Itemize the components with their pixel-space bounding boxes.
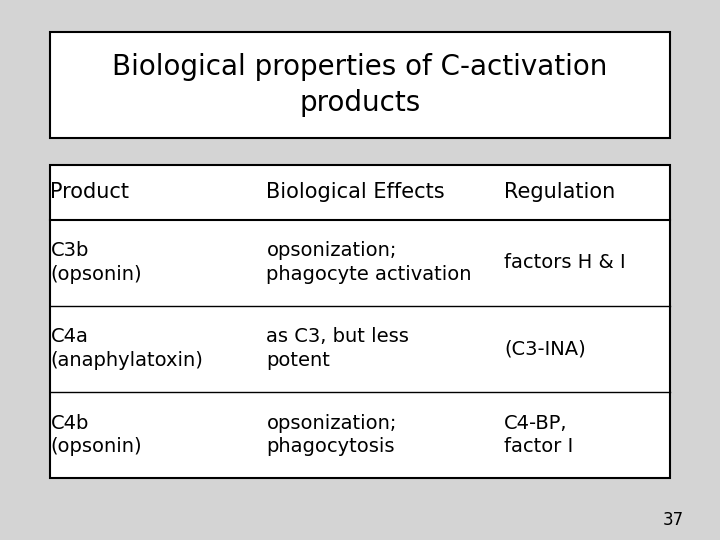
Text: opsonization;
phagocyte activation: opsonization; phagocyte activation xyxy=(266,241,472,284)
Text: Regulation: Regulation xyxy=(504,182,616,202)
Text: C4b
(opsonin): C4b (opsonin) xyxy=(50,414,142,456)
Text: C4a
(anaphylatoxin): C4a (anaphylatoxin) xyxy=(50,327,203,370)
FancyBboxPatch shape xyxy=(50,32,670,138)
Text: Biological properties of C-activation
products: Biological properties of C-activation pr… xyxy=(112,53,608,117)
Text: C3b
(opsonin): C3b (opsonin) xyxy=(50,241,142,284)
FancyBboxPatch shape xyxy=(50,165,670,478)
Text: opsonization;
phagocytosis: opsonization; phagocytosis xyxy=(266,414,397,456)
Text: Product: Product xyxy=(50,182,130,202)
Text: Biological Effects: Biological Effects xyxy=(266,182,445,202)
Text: 37: 37 xyxy=(663,511,684,529)
Text: factors H & I: factors H & I xyxy=(504,253,626,272)
Text: as C3, but less
potent: as C3, but less potent xyxy=(266,327,409,370)
Text: (C3-INA): (C3-INA) xyxy=(504,339,586,358)
Text: C4-BP,
factor I: C4-BP, factor I xyxy=(504,414,573,456)
